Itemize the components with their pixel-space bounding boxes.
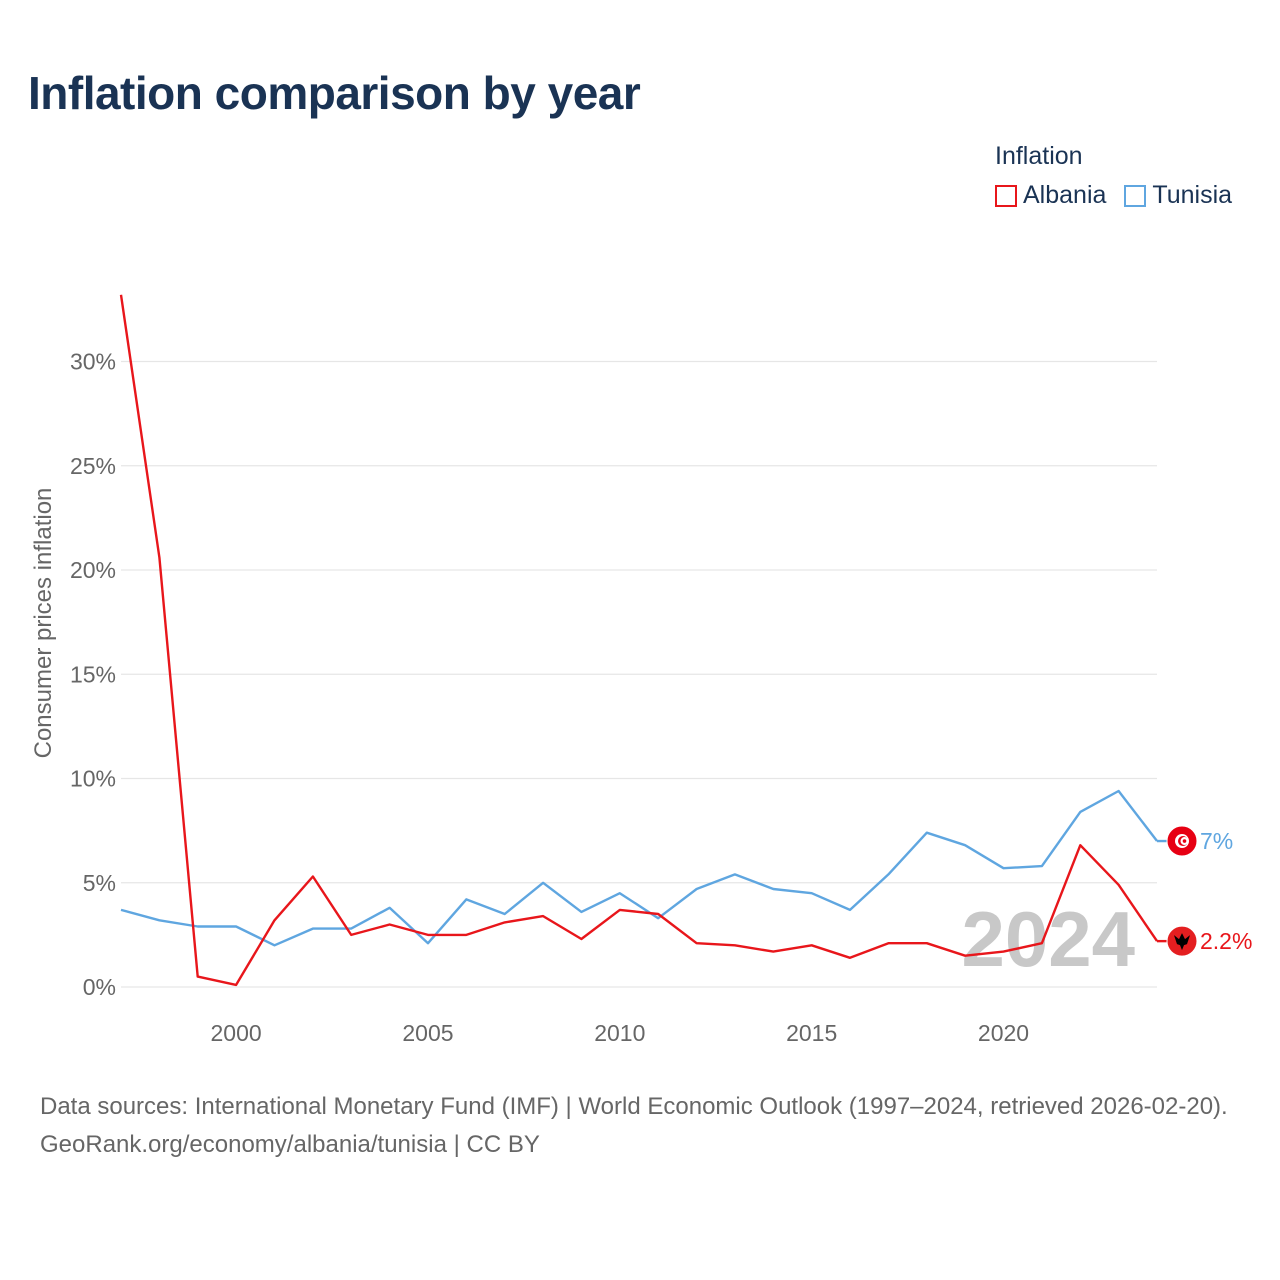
chart-title: Inflation comparison by year [28, 67, 641, 119]
legend: Inflation Albania Tunisia [995, 142, 1232, 210]
legend-title: Inflation [995, 142, 1083, 170]
end-label-albania: 2.2% [1200, 928, 1252, 954]
x-tick-label: 2000 [211, 1020, 262, 1046]
y-tick-label: 30% [70, 349, 116, 375]
data-sources: Data sources: International Monetary Fun… [40, 1093, 1228, 1120]
x-tick-label: 2015 [786, 1020, 837, 1046]
end-label-tunisia: 7% [1200, 828, 1233, 854]
legend-label-tunisia: Tunisia [1152, 181, 1233, 209]
legend-swatch-tunisia [1124, 184, 1147, 207]
x-tick-label: 2020 [978, 1020, 1029, 1046]
legend-item-albania[interactable]: Albania [995, 181, 1106, 210]
legend-swatch-albania [995, 184, 1017, 207]
credit-link[interactable]: GeoRank.org/economy/albania/tunisia | CC… [40, 1131, 540, 1158]
year-watermark: 2024 [961, 895, 1135, 983]
legend-label-albania: Albania [1023, 181, 1107, 209]
x-tick-label: 2010 [594, 1020, 645, 1046]
series-line-albania [119, 294, 1158, 987]
y-tick-label: 0% [83, 974, 116, 1000]
y-tick-label: 20% [70, 557, 116, 583]
y-tick-label: 15% [70, 661, 116, 687]
flag-star [1182, 839, 1187, 843]
legend-item-tunisia[interactable]: Tunisia [1124, 181, 1232, 210]
y-tick-label: 25% [70, 453, 116, 479]
y-tick-label: 10% [70, 766, 116, 792]
chart-area: 0% 5% 10% 15% 20% 25% 30% 2000 2005 2010 2015 2020 C… [30, 294, 1252, 1046]
x-tick-label: 2005 [402, 1020, 453, 1046]
series-line-tunisia [120, 789, 1158, 947]
flag-eagle [1174, 933, 1190, 951]
footer: Data sources: International Monetary Fun… [40, 1088, 1245, 1164]
y-tick-label: 5% [83, 870, 116, 896]
y-axis-label: Consumer prices inflation [30, 488, 57, 759]
